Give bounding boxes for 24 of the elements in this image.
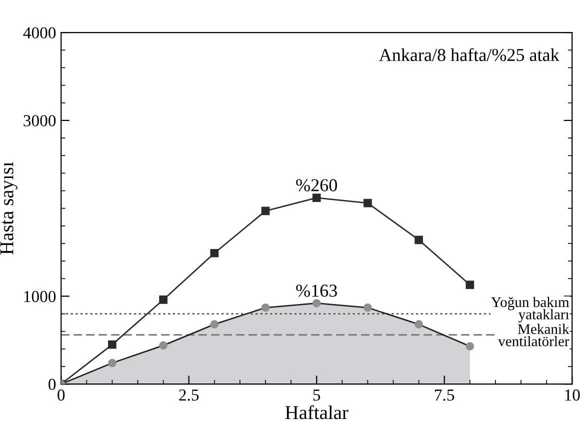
y-tick-label: 0 <box>48 378 56 390</box>
ref-line-label: Mekanik ventilatörler <box>498 324 570 346</box>
x-tick-label: 5 <box>313 390 320 401</box>
y-tick-label: 3000 <box>24 115 56 126</box>
point <box>466 280 474 289</box>
annotation: Ankara/8 hafta/%25 atak <box>379 48 560 62</box>
point <box>108 340 116 349</box>
point <box>414 236 423 244</box>
point <box>261 206 270 216</box>
y-tick-label: 4000 <box>23 27 56 38</box>
x-axis-title: Haftalar <box>285 405 348 420</box>
point <box>312 194 321 202</box>
y-tick-label: 1000 <box>24 290 56 302</box>
point <box>364 198 372 208</box>
x-tick-label: 10 <box>565 389 580 401</box>
annotation: %260 <box>296 179 337 192</box>
x-tick-label: 2.5 <box>179 389 199 401</box>
x-tick-label: 0 <box>58 389 65 401</box>
y-axis-title: Hasta sayısı <box>0 162 18 254</box>
x-tick-label: 7.5 <box>435 390 454 401</box>
ref-line-label: Yoğun bakım yatakları <box>491 296 570 322</box>
point <box>210 248 219 258</box>
point <box>159 296 168 304</box>
annotation: %163 <box>296 284 337 297</box>
